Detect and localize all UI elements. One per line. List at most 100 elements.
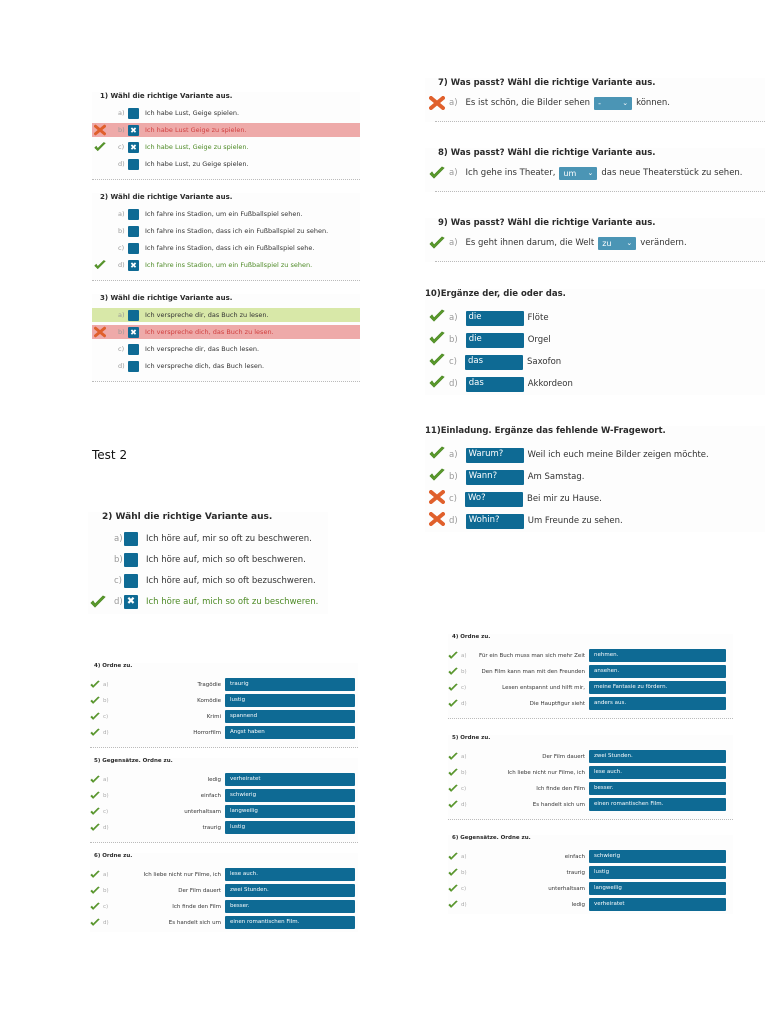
match-answer[interactable]: verheiratet bbox=[589, 898, 726, 911]
checkbox[interactable] bbox=[128, 225, 139, 237]
match-answer[interactable]: Angst haben bbox=[225, 726, 355, 739]
answer-option[interactable]: c) Ich höre auf, mich so oft bezuschweren… bbox=[88, 572, 328, 589]
match-answer[interactable]: einen romantischen Film. bbox=[589, 798, 726, 811]
match-answer[interactable]: ansehen. bbox=[589, 665, 726, 678]
cross-icon bbox=[94, 124, 106, 136]
question-title: 4) Ordne zu. bbox=[452, 634, 491, 640]
checkbox[interactable] bbox=[128, 242, 139, 254]
checkbox-checked[interactable]: ✖ bbox=[124, 594, 138, 609]
answer-option[interactable]: b) Ich höre auf, mich so oft beschweren. bbox=[88, 551, 328, 568]
check-icon bbox=[448, 699, 458, 708]
match-answer[interactable]: einen romantischen Film. bbox=[225, 916, 355, 929]
match-answer[interactable]: anders aus. bbox=[589, 697, 726, 710]
fill-row: a) Es geht ihnen darum, die Welt zu ⌄ veränd… bbox=[425, 234, 765, 252]
checkbox[interactable] bbox=[124, 552, 138, 567]
answer-input[interactable]: die bbox=[465, 310, 524, 326]
match-row: b) Der Film dauert zwei Stunden. bbox=[90, 884, 358, 897]
answer-option[interactable]: a) Ich höre auf, mir so oft zu beschweren… bbox=[88, 530, 328, 547]
checkbox[interactable] bbox=[128, 343, 139, 355]
question-title: 6) Gegensätze. Ordne zu. bbox=[452, 835, 531, 841]
checkbox[interactable] bbox=[124, 531, 138, 546]
question-title: 5) Gegensätze. Ordne zu. bbox=[94, 758, 173, 764]
option-letter: c) bbox=[118, 345, 125, 353]
checkbox[interactable] bbox=[124, 573, 138, 588]
match-answer[interactable]: traurig bbox=[225, 678, 355, 691]
fill-row: d) Wohin? Um Freunde zu sehen. bbox=[425, 510, 765, 532]
match-answer[interactable]: lustig bbox=[225, 694, 355, 707]
answer-input[interactable]: das bbox=[465, 376, 524, 392]
checkbox[interactable] bbox=[128, 309, 139, 321]
option-letter: d) bbox=[118, 160, 125, 168]
match-answer[interactable]: lese auch. bbox=[589, 766, 726, 779]
match-left-6: 6) Ordne zu. a) Ich liebe nicht nur Filme,… bbox=[90, 853, 358, 932]
answer-input[interactable]: Warum? bbox=[465, 447, 524, 463]
answer-input[interactable]: die bbox=[465, 332, 524, 348]
answer-input[interactable]: Wohin? bbox=[465, 513, 524, 529]
checkbox-checked[interactable]: ✖ bbox=[128, 326, 139, 338]
match-prompt: Es handelt sich um bbox=[532, 801, 585, 808]
cross-icon bbox=[429, 490, 445, 504]
question-title: 7) Was passt? Wähl die richtige Variante… bbox=[438, 78, 656, 88]
answer-option[interactable]: d) Ich verspreche dich, das Buch lesen. bbox=[92, 359, 360, 373]
option-letter: a) bbox=[449, 168, 458, 178]
answer-option[interactable]: b) ✖ Ich habe Lust Geige zu spielen. bbox=[92, 123, 360, 137]
fill-row: a) Ich gehe ins Theater, um ⌄ das neue Theat… bbox=[425, 164, 765, 182]
checkbox[interactable] bbox=[128, 158, 139, 170]
match-right-4: 4) Ordne zu. a) Für ein Buch muss man sich… bbox=[448, 634, 733, 719]
match-answer[interactable]: lustig bbox=[225, 821, 355, 834]
answer-option[interactable]: a) Ich fahre ins Stadion, um ein Fußballs… bbox=[92, 207, 360, 221]
match-answer[interactable]: lese auch. bbox=[225, 868, 355, 881]
checkbox-checked[interactable]: ✖ bbox=[128, 141, 139, 153]
answer-option[interactable]: d) Ich habe Lust, zu Geige spielen. bbox=[92, 157, 360, 171]
check-icon bbox=[429, 468, 445, 482]
match-answer[interactable]: langweilig bbox=[225, 805, 355, 818]
answer-select[interactable]: - ⌄ bbox=[594, 96, 633, 110]
match-answer[interactable]: schwierig bbox=[589, 850, 726, 863]
checkbox[interactable] bbox=[128, 107, 139, 119]
answer-input[interactable]: Wo? bbox=[465, 491, 523, 507]
match-answer[interactable]: meine Fantasie zu fördern. bbox=[589, 681, 726, 694]
match-answer[interactable]: schwierig bbox=[225, 789, 355, 802]
fill-question-10: 10)Ergänze der, die oder das. a) die Flöte b… bbox=[425, 289, 765, 395]
match-answer[interactable]: zwei Stunden. bbox=[225, 884, 355, 897]
option-letter: a) bbox=[103, 871, 109, 878]
divider bbox=[90, 747, 358, 748]
chevron-down-icon: ⌄ bbox=[626, 239, 633, 247]
option-letter: c) bbox=[118, 143, 125, 151]
answer-option[interactable]: b) ✖ Ich verspreche dich, das Buch zu lese… bbox=[92, 325, 360, 339]
answer-select[interactable]: zu ⌄ bbox=[598, 236, 637, 250]
option-letter: d) bbox=[449, 379, 458, 389]
sentence-before: Es geht ihnen darum, die Welt bbox=[465, 238, 595, 248]
divider bbox=[448, 819, 733, 820]
answer-option[interactable]: a) Ich verspreche dir, das Buch zu lesen. bbox=[92, 308, 360, 322]
answer-option[interactable]: c) Ich verspreche dir, das Buch lesen. bbox=[92, 342, 360, 356]
checkbox-checked[interactable]: ✖ bbox=[128, 124, 139, 136]
answer-option[interactable]: c) ✖ Ich habe Lust, Geige zu spielen. bbox=[92, 140, 360, 154]
answer-option[interactable]: d) ✖ Ich höre auf, mich so oft zu beschwer… bbox=[88, 593, 328, 610]
answer-option[interactable]: b) Ich fahre ins Stadion, dass ich ein Fu… bbox=[92, 224, 360, 238]
option-letter: a) bbox=[114, 533, 123, 544]
match-answer[interactable]: nehmen. bbox=[589, 649, 726, 662]
answer-input[interactable]: Wann? bbox=[465, 469, 524, 485]
match-answer[interactable]: besser. bbox=[589, 782, 726, 795]
fill-question-7: 7) Was passt? Wähl die richtige Variante… bbox=[425, 78, 765, 122]
answer-option[interactable]: a) Ich habe Lust, Geige spielen. bbox=[92, 106, 360, 120]
checkbox[interactable] bbox=[128, 360, 139, 372]
match-answer[interactable]: lustig bbox=[589, 866, 726, 879]
match-answer[interactable]: spannend bbox=[225, 710, 355, 723]
select-value: zu bbox=[602, 238, 612, 248]
answer-input[interactable]: das bbox=[465, 354, 523, 370]
checkbox-checked[interactable]: ✖ bbox=[128, 259, 139, 271]
answer-option[interactable]: d) ✖ Ich fahre ins Stadion, um ein Fußball… bbox=[92, 258, 360, 272]
answer-select[interactable]: um ⌄ bbox=[559, 166, 598, 180]
question-title: 9) Was passt? Wähl die richtige Variante… bbox=[438, 218, 656, 228]
match-answer[interactable]: verheiratet bbox=[225, 773, 355, 786]
match-answer[interactable]: besser. bbox=[225, 900, 355, 913]
answer-option[interactable]: c) Ich fahre ins Stadion, dass ich ein Fu… bbox=[92, 241, 360, 255]
match-answer[interactable]: zwei Stunden. bbox=[589, 750, 726, 763]
fill-row: b) Wann? Am Samstag. bbox=[425, 466, 765, 488]
checkbox[interactable] bbox=[128, 208, 139, 220]
match-row: a) Für ein Buch muss man sich mehr Zeit ne… bbox=[448, 649, 733, 662]
match-answer[interactable]: langweilig bbox=[589, 882, 726, 895]
option-text: Ich habe Lust, Geige zu spielen. bbox=[145, 143, 249, 151]
